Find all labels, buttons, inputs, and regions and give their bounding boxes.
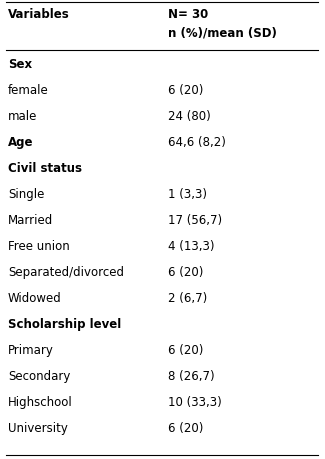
Text: female: female — [8, 84, 49, 97]
Text: 4 (13,3): 4 (13,3) — [168, 240, 214, 253]
Text: Civil status: Civil status — [8, 162, 82, 175]
Text: 6 (20): 6 (20) — [168, 422, 203, 435]
Text: Age: Age — [8, 136, 33, 149]
Text: Sex: Sex — [8, 58, 32, 71]
Text: Free union: Free union — [8, 240, 70, 253]
Text: Separated/divorced: Separated/divorced — [8, 266, 124, 279]
Text: Single: Single — [8, 188, 45, 201]
Text: 8 (26,7): 8 (26,7) — [168, 370, 214, 383]
Text: N= 30: N= 30 — [168, 8, 208, 21]
Text: 17 (56,7): 17 (56,7) — [168, 214, 222, 227]
Text: 6 (20): 6 (20) — [168, 344, 203, 357]
Text: 64,6 (8,2): 64,6 (8,2) — [168, 136, 226, 149]
Text: 10 (33,3): 10 (33,3) — [168, 396, 222, 409]
Text: Secondary: Secondary — [8, 370, 71, 383]
Text: Variables: Variables — [8, 8, 70, 21]
Text: male: male — [8, 110, 37, 123]
Text: 6 (20): 6 (20) — [168, 84, 203, 97]
Text: Highschool: Highschool — [8, 396, 73, 409]
Text: Primary: Primary — [8, 344, 54, 357]
Text: 2 (6,7): 2 (6,7) — [168, 292, 207, 305]
Text: 6 (20): 6 (20) — [168, 266, 203, 279]
Text: Scholarship level: Scholarship level — [8, 318, 121, 331]
Text: University: University — [8, 422, 68, 435]
Text: 1 (3,3): 1 (3,3) — [168, 188, 207, 201]
Text: 24 (80): 24 (80) — [168, 110, 211, 123]
Text: n (%)/mean (SD): n (%)/mean (SD) — [168, 26, 277, 39]
Text: Widowed: Widowed — [8, 292, 62, 305]
Text: Married: Married — [8, 214, 53, 227]
